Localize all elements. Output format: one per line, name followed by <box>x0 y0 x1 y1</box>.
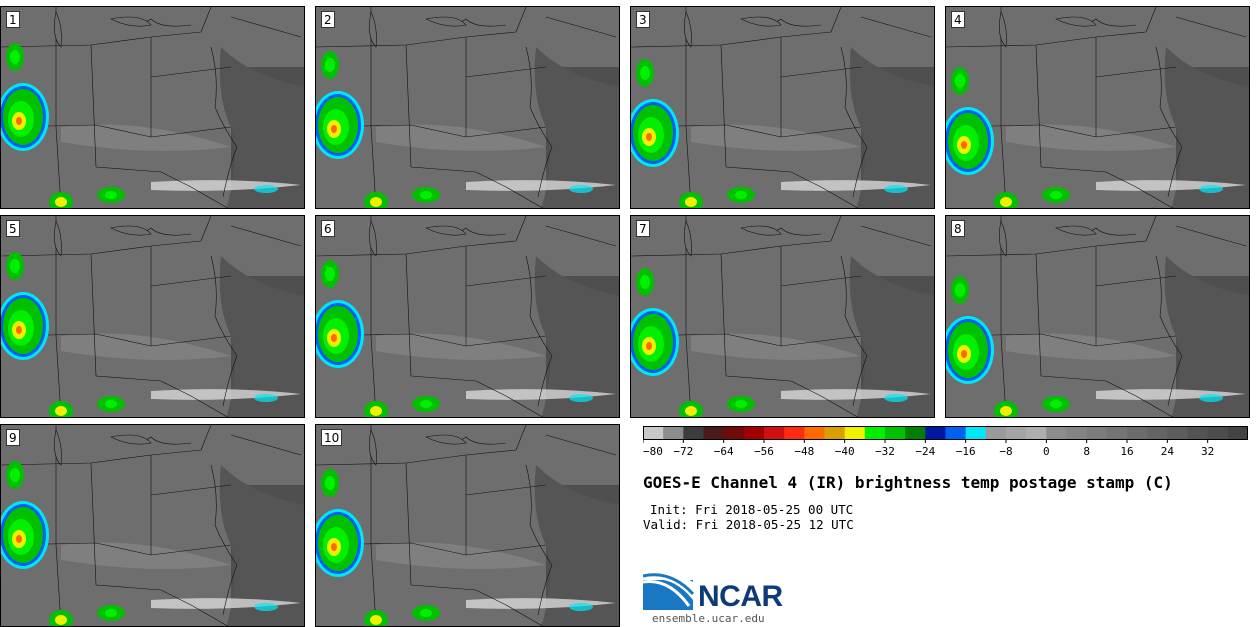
colorbar-tick-label: −80 <box>643 445 663 458</box>
colorbar-segment <box>703 426 725 440</box>
colorbar-segment <box>1187 426 1209 440</box>
colorbar-segment <box>743 426 765 440</box>
colorbar-segment <box>1026 426 1047 440</box>
colorbar-segment <box>905 426 926 440</box>
panel-member-label: 3 <box>636 11 650 28</box>
postage-stamp-panel: 4 <box>945 6 1250 209</box>
panel-member-label: 4 <box>951 11 965 28</box>
colorbar-segment <box>1006 426 1027 440</box>
postage-stamp-panel: 1 <box>0 6 305 209</box>
valid-time: Valid: Fri 2018-05-25 12 UTC <box>643 517 854 532</box>
panel-member-label: 2 <box>321 11 335 28</box>
colorbar-segment <box>965 426 987 440</box>
colorbar-outline <box>643 426 1248 440</box>
colorbar-segment <box>864 426 886 440</box>
postage-stamp-panel: 6 <box>315 215 620 418</box>
colorbar-tick-label: −56 <box>754 445 774 458</box>
figure-title: GOES-E Channel 4 (IR) brightness temp po… <box>643 473 1173 492</box>
colorbar-tick-label: −16 <box>956 445 976 458</box>
colorbar-segment <box>1066 426 1088 440</box>
panel-member-label: 8 <box>951 220 965 237</box>
colorbar-tick-label: −40 <box>835 445 855 458</box>
colorbar-segment <box>663 426 684 440</box>
colorbar-segment <box>764 426 785 440</box>
postage-stamp-panel: 9 <box>0 424 305 627</box>
postage-stamp-panel: 2 <box>315 6 620 209</box>
panel-member-label: 5 <box>6 220 20 237</box>
colorbar-segment <box>1106 426 1128 440</box>
init-time: Init: Fri 2018-05-25 00 UTC <box>650 502 854 517</box>
colorbar-tick-label: 0 <box>1043 445 1050 458</box>
colorbar-segment <box>1207 426 1229 440</box>
ncar-logo-text: NCAR <box>698 580 783 613</box>
colorbar-tick-label: −24 <box>915 445 935 458</box>
colorbar-segment <box>985 426 1007 440</box>
colorbar-tick-label: 32 <box>1201 445 1214 458</box>
colorbar-tick-label: 16 <box>1120 445 1133 458</box>
colorbar-segment <box>1127 426 1148 440</box>
colorbar-segment <box>784 426 805 440</box>
colorbar-segment <box>824 426 846 440</box>
ncar-logo-icon <box>643 573 695 610</box>
colorbar-segment <box>1227 426 1248 440</box>
postage-stamp-panel: 10 <box>315 424 620 627</box>
colorbar-tick-label: −64 <box>714 445 734 458</box>
logo-url[interactable]: ensemble.ucar.edu <box>652 612 765 625</box>
colorbar-segment <box>723 426 745 440</box>
colorbar-segment <box>925 426 946 440</box>
colorbar-tick-label: 24 <box>1161 445 1175 458</box>
colorbar-segment <box>804 426 825 440</box>
colorbar-segment <box>945 426 967 440</box>
colorbar-segment <box>1086 426 1108 440</box>
colorbar-segment <box>844 426 866 440</box>
panel-member-label: 10 <box>321 429 343 446</box>
colorbar-tick-label: −32 <box>875 445 895 458</box>
colorbar-segment <box>1046 426 1067 440</box>
panel-member-label: 6 <box>321 220 335 237</box>
colorbar-tick-label: −48 <box>794 445 814 458</box>
postage-stamp-panel: 8 <box>945 215 1250 418</box>
colorbar-segment <box>885 426 906 440</box>
colorbar: −80 −72 −64 −56 −48 −40 −32 −24 −16 −8 0 8 16 24 32 <box>643 426 1248 458</box>
colorbar-segment <box>1167 426 1188 440</box>
panel-member-label: 7 <box>636 220 650 237</box>
panel-member-label: 9 <box>6 429 20 446</box>
postage-stamp-panel: 3 <box>630 6 935 209</box>
colorbar-segment <box>683 426 704 440</box>
postage-stamp-panel: 7 <box>630 215 935 418</box>
colorbar-tick-label: −8 <box>999 445 1012 458</box>
colorbar-segment <box>1147 426 1168 440</box>
colorbar-tick-label: 8 <box>1083 445 1090 458</box>
colorbar-tick-label: −72 <box>673 445 693 458</box>
colorbar-segment <box>643 426 664 440</box>
postage-stamp-panel: 5 <box>0 215 305 418</box>
panel-member-label: 1 <box>6 11 20 28</box>
